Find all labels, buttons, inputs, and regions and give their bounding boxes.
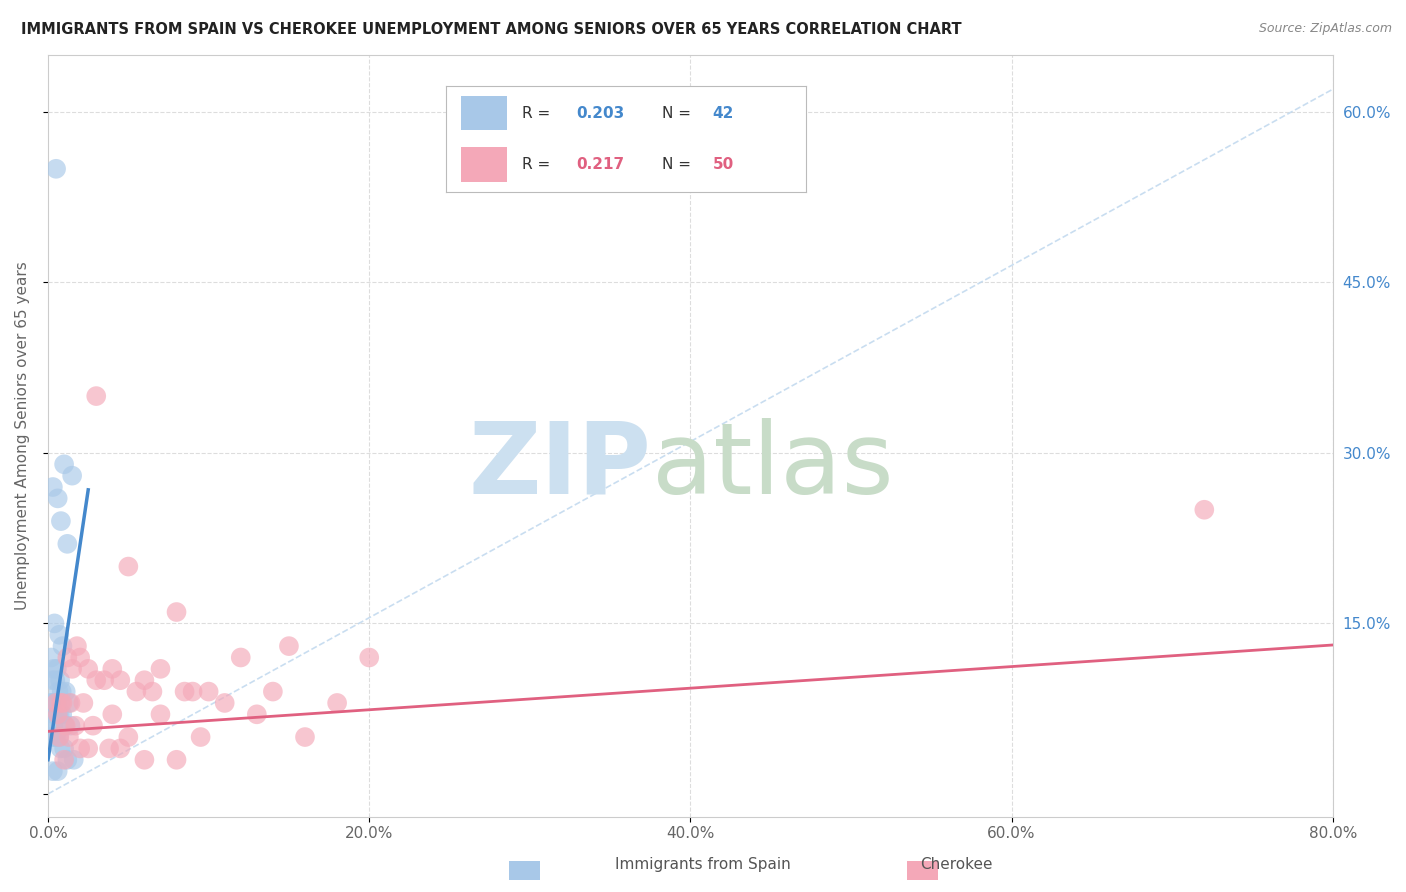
Point bbox=[42, 719, 65, 733]
Point bbox=[41, 730, 63, 744]
Text: atlas: atlas bbox=[652, 417, 893, 515]
Point bbox=[48, 730, 70, 744]
Point bbox=[359, 650, 381, 665]
Point bbox=[49, 696, 72, 710]
Point bbox=[134, 673, 156, 688]
Point bbox=[39, 650, 62, 665]
Point bbox=[46, 696, 69, 710]
Text: Immigrants from Spain: Immigrants from Spain bbox=[616, 857, 790, 872]
Point bbox=[56, 650, 79, 665]
Text: ZIP: ZIP bbox=[470, 417, 652, 515]
Text: Source: ZipAtlas.com: Source: ZipAtlas.com bbox=[1258, 22, 1392, 36]
Point bbox=[110, 741, 132, 756]
Point bbox=[48, 628, 70, 642]
Point bbox=[60, 468, 83, 483]
Point bbox=[42, 662, 65, 676]
Point bbox=[190, 730, 212, 744]
Point bbox=[181, 684, 204, 698]
Point bbox=[98, 741, 121, 756]
Point bbox=[214, 696, 236, 710]
Point bbox=[51, 684, 73, 698]
Point bbox=[42, 480, 65, 494]
Point bbox=[246, 707, 269, 722]
Point bbox=[45, 730, 67, 744]
Point bbox=[60, 662, 83, 676]
Point bbox=[48, 707, 70, 722]
Point bbox=[56, 753, 79, 767]
Point bbox=[53, 741, 76, 756]
Point bbox=[55, 719, 77, 733]
Point bbox=[82, 719, 104, 733]
Point bbox=[65, 719, 87, 733]
Point bbox=[72, 696, 94, 710]
Point bbox=[44, 707, 66, 722]
Point bbox=[53, 753, 76, 767]
Point bbox=[84, 389, 107, 403]
Point bbox=[93, 673, 115, 688]
Point bbox=[44, 616, 66, 631]
Point bbox=[42, 764, 65, 779]
Point bbox=[48, 684, 70, 698]
Point bbox=[125, 684, 148, 698]
Point bbox=[166, 753, 188, 767]
Point bbox=[53, 719, 76, 733]
Point bbox=[77, 741, 100, 756]
Point bbox=[48, 730, 70, 744]
Text: IMMIGRANTS FROM SPAIN VS CHEROKEE UNEMPLOYMENT AMONG SENIORS OVER 65 YEARS CORRE: IMMIGRANTS FROM SPAIN VS CHEROKEE UNEMPL… bbox=[21, 22, 962, 37]
Point bbox=[101, 662, 124, 676]
Point bbox=[45, 161, 67, 176]
Point bbox=[39, 696, 62, 710]
Point bbox=[117, 730, 139, 744]
Point bbox=[45, 730, 67, 744]
Point bbox=[45, 696, 67, 710]
Point bbox=[44, 673, 66, 688]
Point bbox=[46, 491, 69, 506]
Point bbox=[62, 753, 84, 767]
Point bbox=[69, 741, 91, 756]
Point bbox=[58, 730, 80, 744]
Y-axis label: Unemployment Among Seniors over 65 years: Unemployment Among Seniors over 65 years bbox=[15, 261, 30, 610]
Point bbox=[134, 753, 156, 767]
Point bbox=[77, 662, 100, 676]
Point bbox=[39, 719, 62, 733]
Point bbox=[166, 605, 188, 619]
Point bbox=[41, 673, 63, 688]
Point bbox=[49, 514, 72, 528]
Point bbox=[41, 696, 63, 710]
Point bbox=[197, 684, 219, 698]
Point bbox=[149, 662, 172, 676]
Point bbox=[101, 707, 124, 722]
Point bbox=[51, 707, 73, 722]
Point bbox=[149, 707, 172, 722]
Point bbox=[84, 673, 107, 688]
Point bbox=[59, 696, 82, 710]
Point bbox=[229, 650, 252, 665]
Text: Cherokee: Cherokee bbox=[920, 857, 993, 872]
Point bbox=[51, 696, 73, 710]
Point bbox=[53, 457, 76, 471]
Point bbox=[262, 684, 284, 698]
Point bbox=[51, 639, 73, 653]
Point bbox=[55, 684, 77, 698]
Point bbox=[278, 639, 301, 653]
Point bbox=[49, 741, 72, 756]
Point bbox=[294, 730, 316, 744]
Point bbox=[46, 764, 69, 779]
Point bbox=[45, 662, 67, 676]
Point bbox=[69, 650, 91, 665]
Point bbox=[66, 639, 89, 653]
Point bbox=[1194, 502, 1216, 516]
Point bbox=[326, 696, 349, 710]
Point bbox=[173, 684, 195, 698]
Point bbox=[58, 696, 80, 710]
Point bbox=[46, 707, 69, 722]
Point bbox=[49, 673, 72, 688]
Point bbox=[44, 696, 66, 710]
Point bbox=[141, 684, 163, 698]
Point bbox=[117, 559, 139, 574]
Point bbox=[46, 707, 69, 722]
Point bbox=[59, 719, 82, 733]
Point bbox=[56, 537, 79, 551]
Point bbox=[110, 673, 132, 688]
